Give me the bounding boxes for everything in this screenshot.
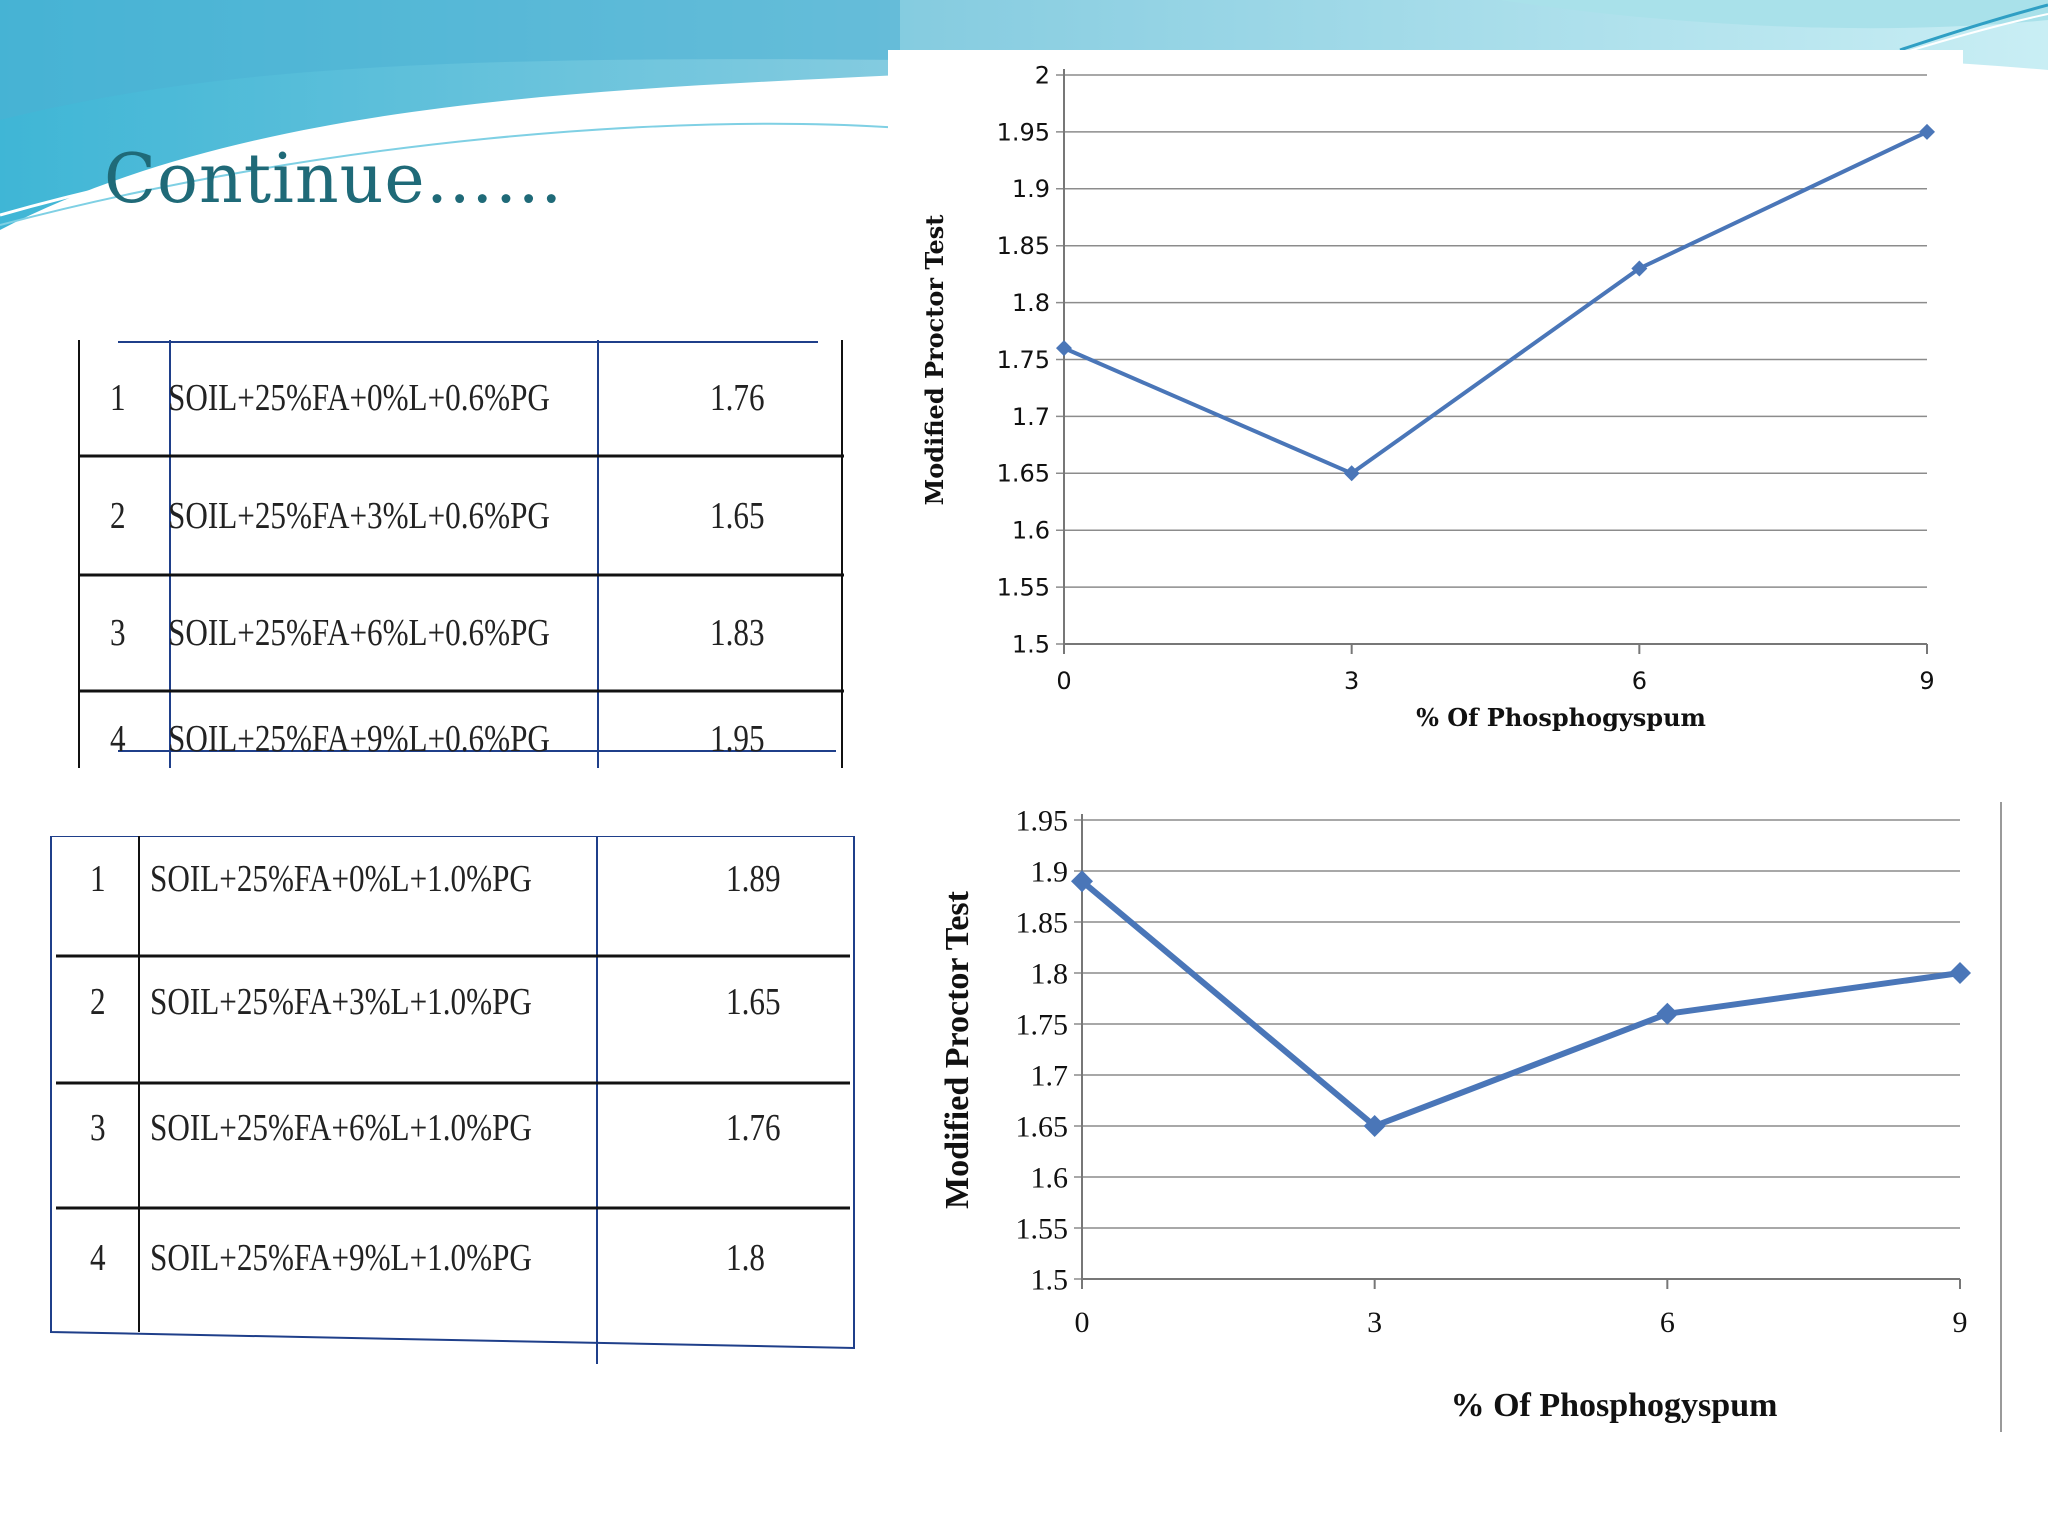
x-tick-label: 3	[1367, 1306, 1382, 1339]
row-number: 1	[110, 377, 126, 419]
x-tick-label: 0	[1075, 1306, 1090, 1339]
mix-label: SOIL+25%FA+6%L+1.0%PG	[150, 1107, 532, 1149]
y-tick-label: 1.9	[1031, 856, 1069, 889]
table-row: 2 SOIL+25%FA+3%L+0.6%PG 1.65	[78, 456, 844, 575]
series-line	[1080, 878, 1961, 1129]
mix-label: SOIL+25%FA+0%L+0.6%PG	[168, 377, 550, 419]
y-axis-label: Modified Proctor Test	[920, 215, 949, 506]
y-tick-label: 1.85	[997, 232, 1050, 260]
y-tick-label: 1.55	[1016, 1213, 1069, 1246]
mdd-value: 1.76	[726, 1107, 781, 1149]
x-tick-label: 0	[1056, 667, 1071, 695]
table-row: 4 SOIL+25%FA+9%L+0.6%PG 1.95	[78, 691, 844, 787]
y-tick-label: 1.5	[1031, 1264, 1069, 1297]
table-borders	[78, 340, 844, 768]
y-tick-label: 1.95	[997, 118, 1050, 146]
row-number: 1	[90, 858, 106, 900]
x-tick-label: 3	[1344, 667, 1359, 695]
x-tick-label: 6	[1632, 667, 1647, 695]
mix-label: SOIL+25%FA+3%L+1.0%PG	[150, 981, 532, 1023]
data-point-marker	[1656, 1002, 1679, 1025]
row-number: 3	[110, 612, 126, 654]
mix-label: SOIL+25%FA+0%L+1.0%PG	[150, 858, 532, 900]
table-row: 1 SOIL+25%FA+0%L+0.6%PG 1.76	[78, 340, 844, 456]
y-tick-label: 1.65	[1016, 1111, 1069, 1144]
mdd-value: 1.89	[726, 858, 781, 900]
results-table-0.6pg: 1 SOIL+25%FA+0%L+0.6%PG 1.76 2 SOIL+25%F…	[78, 340, 844, 768]
y-tick-label: 1.6	[1012, 517, 1050, 545]
y-tick-label: 1.8	[1031, 958, 1069, 991]
data-point-marker	[1056, 340, 1072, 357]
y-tick-label: 1.65	[997, 460, 1050, 488]
row-number: 3	[90, 1107, 106, 1149]
y-tick-label: 1.75	[1016, 1009, 1069, 1042]
y-tick-label: 1.6	[1031, 1162, 1069, 1195]
mdd-value: 1.95	[710, 718, 765, 760]
y-tick-label: 2	[1035, 61, 1050, 89]
data-point-marker	[1631, 260, 1648, 277]
row-number: 2	[90, 981, 106, 1023]
table-row: 1 SOIL+25%FA+0%L+1.0%PG 1.89	[50, 836, 856, 922]
row-number: 2	[110, 494, 126, 537]
line-chart-0.6pg: 2 1.95 1.9 1.85 1.8 1.75 1.7 1.65 1.6 1.55 1.50 3 6 9…	[920, 61, 1935, 732]
line-chart-1.0pg: 1.951.91.851.81.751.71.651.61.551.50 3 6 9 …	[939, 802, 2002, 1432]
x-tick-label: 9	[1919, 667, 1934, 695]
mix-label: SOIL+25%FA+3%L+0.6%PG	[168, 494, 550, 537]
slide-title: Continue……	[104, 140, 564, 219]
mdd-value: 1.76	[710, 377, 765, 419]
row-number: 4	[110, 718, 126, 760]
y-tick-label: 1.75	[997, 346, 1050, 374]
mix-label: SOIL+25%FA+6%L+0.6%PG	[168, 612, 550, 654]
y-tick-label: 1.7	[1031, 1060, 1069, 1093]
table-row: 3 SOIL+25%FA+6%L+0.6%PG 1.83	[78, 575, 844, 691]
table-row: 2 SOIL+25%FA+3%L+1.0%PG 1.65	[50, 956, 856, 1048]
results-table-1.0pg: 1 SOIL+25%FA+0%L+1.0%PG 1.89 2 SOIL+25%F…	[50, 836, 856, 1366]
y-tick-label: 1.7	[1012, 403, 1050, 431]
series-line	[1063, 130, 1928, 476]
y-tick-label: 1.85	[1016, 907, 1069, 940]
mdd-value: 1.8	[726, 1237, 765, 1279]
data-point-marker	[1343, 465, 1360, 482]
x-tick-label: 6	[1660, 1306, 1675, 1339]
data-point-marker	[1919, 123, 1935, 140]
table-row: 4 SOIL+25%FA+9%L+1.0%PG 1.8	[50, 1208, 856, 1308]
y-axis-label: Modified Proctor Test	[939, 890, 976, 1209]
y-tick-label: 1.5	[1012, 630, 1050, 658]
y-tick-label: 1.95	[1016, 805, 1069, 838]
x-axis-label: % Of Phosphogyspum	[1416, 703, 1706, 732]
table-row: 3 SOIL+25%FA+6%L+1.0%PG 1.76	[50, 1083, 856, 1173]
x-tick-label: 9	[1953, 1306, 1968, 1339]
mdd-value: 1.65	[710, 494, 765, 537]
y-tick-label: 1.8	[1012, 289, 1050, 317]
row-number: 4	[90, 1237, 106, 1279]
data-point-marker	[1363, 1115, 1386, 1137]
table-borders	[50, 836, 855, 1364]
mdd-value: 1.83	[710, 612, 765, 654]
x-axis-label: % Of Phosphogyspum	[1451, 1387, 1778, 1424]
data-point-marker	[1949, 962, 1971, 984]
mix-label: SOIL+25%FA+9%L+1.0%PG	[150, 1237, 532, 1279]
data-point-marker	[1071, 870, 1093, 893]
y-tick-label: 1.9	[1012, 175, 1050, 203]
y-tick-label: 1.55	[997, 574, 1050, 602]
mdd-value: 1.65	[726, 981, 781, 1023]
mix-label: SOIL+25%FA+9%L+0.6%PG	[168, 718, 550, 760]
